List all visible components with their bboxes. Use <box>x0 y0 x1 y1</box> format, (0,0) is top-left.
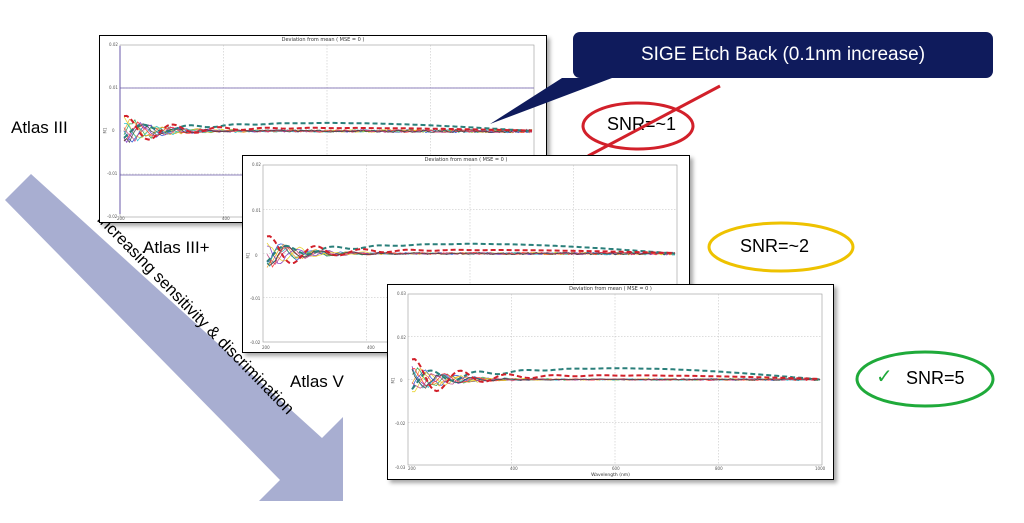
x-tick-label: 200 <box>262 345 270 350</box>
y-tick-label: 0.03 <box>397 291 406 296</box>
x-tick-label: 200 <box>408 466 416 471</box>
y-tick-label: 0 <box>112 128 115 133</box>
y-tick-label: 0.01 <box>252 208 261 213</box>
plot-title: Deviation from mean ( MSE = 0 ) <box>569 286 652 292</box>
y-tick-label: 0.02 <box>252 162 261 167</box>
plot-panel-atlas-v: Deviation from mean ( MSE = 0 ) 0.03 0.0… <box>387 284 834 480</box>
check-icon: ✓ <box>876 364 893 388</box>
snr-label-2: SNR=~2 <box>740 236 810 256</box>
y-tick-label: -0.02 <box>107 214 118 219</box>
y-tick-label: -0.01 <box>107 171 118 176</box>
callout-label: SIGE Etch Back (0.1nm increase) <box>640 44 926 65</box>
x-tick-label: 400 <box>367 345 375 350</box>
y-tick-label: 0 <box>400 378 403 383</box>
x-tick-label: 200 <box>117 216 125 221</box>
x-tick-label: 400 <box>222 216 230 221</box>
y-tick-label: 0.01 <box>109 85 118 90</box>
tool-label-atlas-iii-plus: Atlas III+ <box>143 238 210 257</box>
deviation-plot-atlas-v <box>407 293 823 466</box>
y-tick-label: -0.01 <box>250 296 261 301</box>
tool-label-atlas-iii: Atlas III <box>11 118 68 137</box>
y-tick-label: -0.02 <box>250 340 261 345</box>
x-tick-label: 400 <box>510 466 518 471</box>
y-tick-label: 0 <box>255 253 258 258</box>
y-tick-label: 0.02 <box>397 335 406 340</box>
y-tick-label: -0.02 <box>395 421 406 426</box>
y-tick-label: 0.02 <box>109 42 118 47</box>
plot-title: Deviation from mean ( MSE = 0 ) <box>424 157 508 163</box>
snr-label-3: SNR=5 <box>906 368 965 388</box>
x-axis-label: Wavelength (nm) <box>591 473 630 478</box>
x-tick-label: 600 <box>612 466 620 471</box>
x-tick-label: 800 <box>715 466 723 471</box>
x-tick-label: 1000 <box>815 466 826 471</box>
y-tick-label: -0.03 <box>395 465 406 470</box>
tool-label-atlas-v: Atlas V <box>290 372 344 391</box>
plot-title: Deviation from mean ( MSE = 0 ) <box>281 37 365 43</box>
